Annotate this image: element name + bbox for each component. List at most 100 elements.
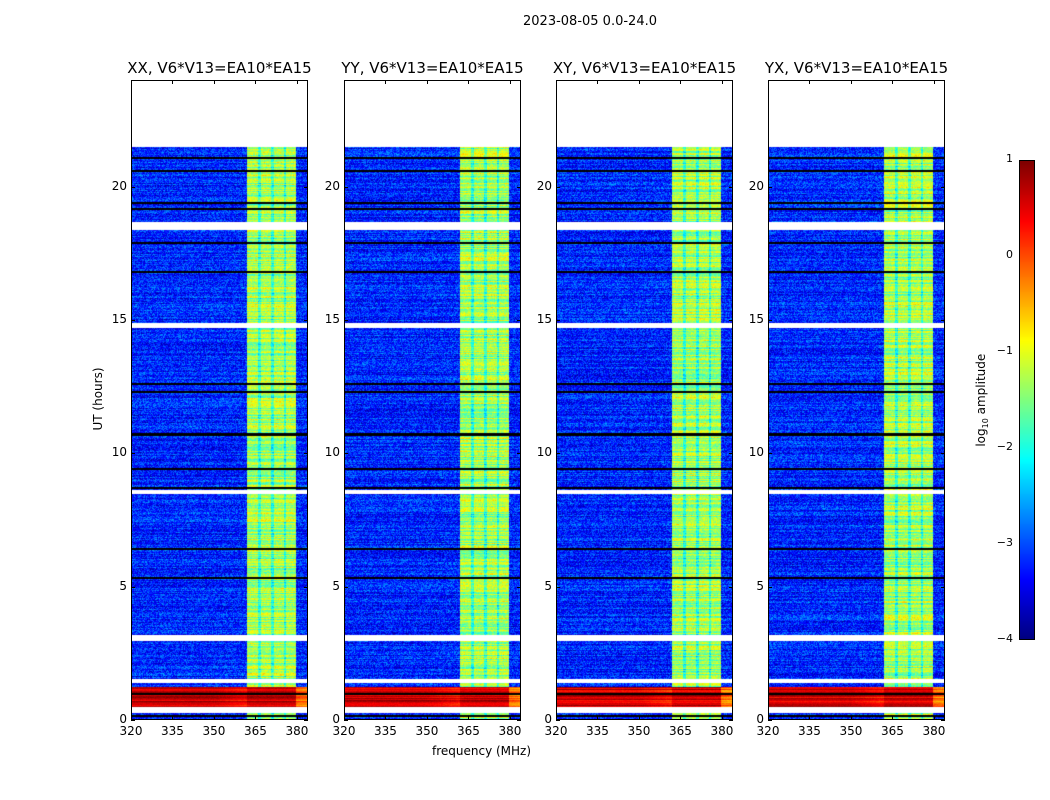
x-tick-label: 365 (244, 724, 267, 738)
y-tick-mark (556, 453, 560, 455)
x-tick-mark (509, 80, 511, 84)
x-tick-label: 335 (374, 724, 397, 738)
y-tick-mark (556, 320, 560, 321)
x-tick-label: 320 (119, 724, 143, 738)
x-tick-mark (597, 80, 599, 84)
x-tick-label: 365 (669, 724, 692, 738)
y-tick-mark (941, 720, 945, 721)
y-tick-mark (517, 586, 521, 588)
y-tick-label: 10 (324, 445, 340, 460)
x-tick-mark (809, 716, 811, 720)
x-tick-mark (172, 716, 174, 720)
panel-title: XY, V6*V13=EA10*EA15 (552, 59, 737, 77)
y-tick-label: 20 (748, 178, 764, 193)
y-tick-mark (131, 586, 135, 588)
x-tick-mark (296, 80, 298, 84)
y-tick-mark (768, 586, 772, 588)
heatmap-image (132, 81, 307, 719)
y-tick-mark (729, 720, 733, 721)
y-tick-label: 15 (324, 312, 340, 326)
x-tick-mark (721, 80, 723, 84)
y-tick-label: 20 (536, 178, 552, 193)
y-tick-mark (344, 186, 348, 188)
x-tick-mark (597, 716, 599, 720)
y-tick-label: 5 (544, 578, 552, 593)
heatmap-panel (768, 80, 945, 720)
y-tick-mark (131, 453, 135, 455)
heatmap-panel (131, 80, 308, 720)
y-tick-mark (344, 720, 348, 721)
y-tick-label: 15 (111, 312, 127, 326)
x-tick-label: 380 (285, 724, 309, 738)
heatmap-image (557, 81, 732, 719)
x-tick-label: 320 (756, 724, 780, 738)
panel-title: YX, V6*V13=EA10*EA15 (764, 59, 949, 77)
y-tick-label: 10 (536, 445, 552, 460)
x-tick-mark (933, 80, 935, 84)
x-tick-mark (556, 716, 557, 720)
y-tick-mark (768, 720, 772, 721)
y-tick-label: 15 (536, 312, 552, 326)
x-tick-label: 365 (457, 724, 480, 738)
x-tick-label: 335 (798, 724, 821, 738)
x-tick-mark (426, 80, 428, 84)
x-tick-mark (296, 716, 298, 720)
y-tick-mark (768, 453, 772, 455)
x-tick-label: 350 (627, 724, 651, 738)
panel-title: XX, V6*V13=EA10*EA15 (127, 59, 312, 77)
y-tick-label: 5 (119, 578, 127, 593)
y-tick-mark (729, 320, 733, 321)
y-tick-mark (131, 320, 135, 321)
x-tick-mark (933, 716, 935, 720)
y-tick-mark (556, 720, 560, 721)
heatmap-panel (344, 80, 521, 720)
y-tick-mark (131, 720, 135, 721)
y-tick-mark (729, 453, 733, 455)
x-tick-mark (344, 80, 345, 84)
x-tick-mark (385, 80, 387, 84)
x-tick-mark (213, 80, 215, 84)
y-tick-mark (517, 186, 521, 188)
x-tick-label: 350 (415, 724, 439, 738)
x-tick-label: 350 (202, 724, 226, 738)
x-tick-label: 380 (710, 724, 734, 738)
x-tick-mark (344, 716, 345, 720)
x-tick-mark (556, 80, 557, 84)
y-tick-label: 10 (111, 445, 127, 460)
x-tick-mark (809, 80, 811, 84)
y-tick-mark (304, 186, 308, 188)
colorbar-tick-label: −2 (996, 440, 1013, 453)
x-tick-mark (680, 80, 682, 84)
y-tick-mark (941, 320, 945, 321)
colorbar-tick-label: −4 (996, 632, 1013, 645)
x-tick-mark (850, 80, 852, 84)
x-tick-mark (213, 716, 215, 720)
y-tick-mark (517, 720, 521, 721)
y-tick-label: 5 (332, 578, 340, 593)
x-tick-label: 350 (839, 724, 863, 738)
x-tick-mark (892, 80, 894, 84)
y-tick-label: 0 (119, 712, 127, 726)
colorbar-label: log10 amplitude (973, 353, 991, 447)
figure-title: 2023-08-05 0.0-24.0 (523, 14, 657, 29)
x-tick-mark (850, 716, 852, 720)
y-tick-mark (344, 586, 348, 588)
panel-title: YY, V6*V13=EA10*EA15 (341, 59, 524, 77)
y-tick-mark (517, 320, 521, 321)
y-tick-label: 10 (748, 445, 764, 460)
y-axis-label: UT (hours) (91, 367, 105, 431)
x-tick-mark (768, 80, 769, 84)
x-tick-mark (255, 716, 257, 720)
x-tick-mark (385, 716, 387, 720)
x-tick-mark (721, 716, 723, 720)
y-tick-label: 20 (324, 178, 340, 193)
y-tick-mark (941, 586, 945, 588)
y-tick-label: 0 (756, 712, 764, 726)
x-tick-label: 320 (332, 724, 356, 738)
heatmap-image (769, 81, 944, 719)
y-tick-label: 15 (748, 312, 764, 326)
colorbar-tick-label: −3 (996, 536, 1013, 549)
y-tick-label: 5 (756, 578, 764, 593)
x-tick-label: 365 (881, 724, 904, 738)
